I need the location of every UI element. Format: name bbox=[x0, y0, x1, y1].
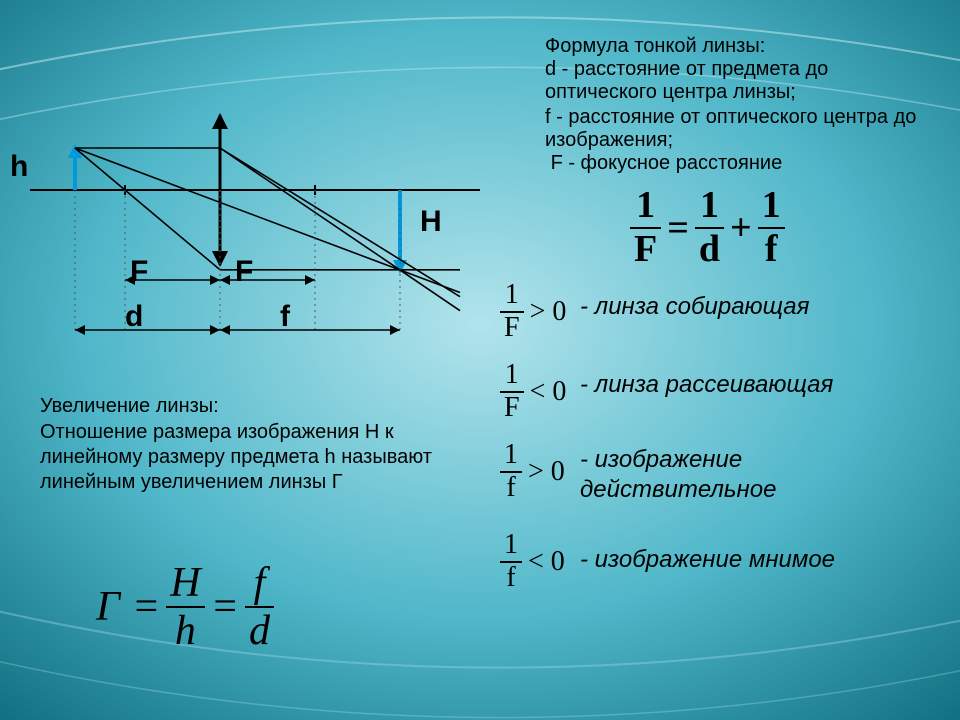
thin-lens-formula-title: Формула тонкой линзы: bbox=[545, 35, 945, 58]
condition-virtual-image: 1f < 0 bbox=[500, 530, 571, 594]
magnification-title: Увеличение линзы: bbox=[40, 395, 460, 418]
label-h: h bbox=[10, 150, 28, 184]
magnification-equation: Г = Hh = fd bbox=[90, 560, 274, 654]
label-F-left: F bbox=[130, 255, 148, 289]
condition-real-image: 1f > 0 bbox=[500, 440, 571, 504]
magnification-body: Отношение размера изображения H к линейн… bbox=[40, 420, 460, 495]
condition-virtual-image-text: - изображение мнимое bbox=[580, 545, 940, 575]
label-F-right: F bbox=[235, 255, 253, 289]
condition-diverging: 1F < 0 bbox=[500, 360, 572, 424]
thin-lens-equation: 1F = 1d + 1f bbox=[630, 185, 785, 271]
definition-d: d - расстояние от предмета до оптическог… bbox=[545, 58, 945, 104]
condition-converging: 1F > 0 bbox=[500, 280, 572, 344]
condition-diverging-text: - линза рассеивающая bbox=[580, 370, 940, 400]
label-f: f bbox=[280, 300, 290, 334]
definition-f: f - расстояние от оптического центра до … bbox=[545, 106, 945, 152]
label-H-upper: H bbox=[420, 205, 442, 239]
definition-F-upper: F - фокусное расстояние bbox=[545, 152, 945, 175]
condition-real-image-text: - изображение действительное bbox=[580, 445, 940, 505]
condition-converging-text: - линза собирающая bbox=[580, 292, 940, 322]
label-d: d bbox=[125, 300, 143, 334]
